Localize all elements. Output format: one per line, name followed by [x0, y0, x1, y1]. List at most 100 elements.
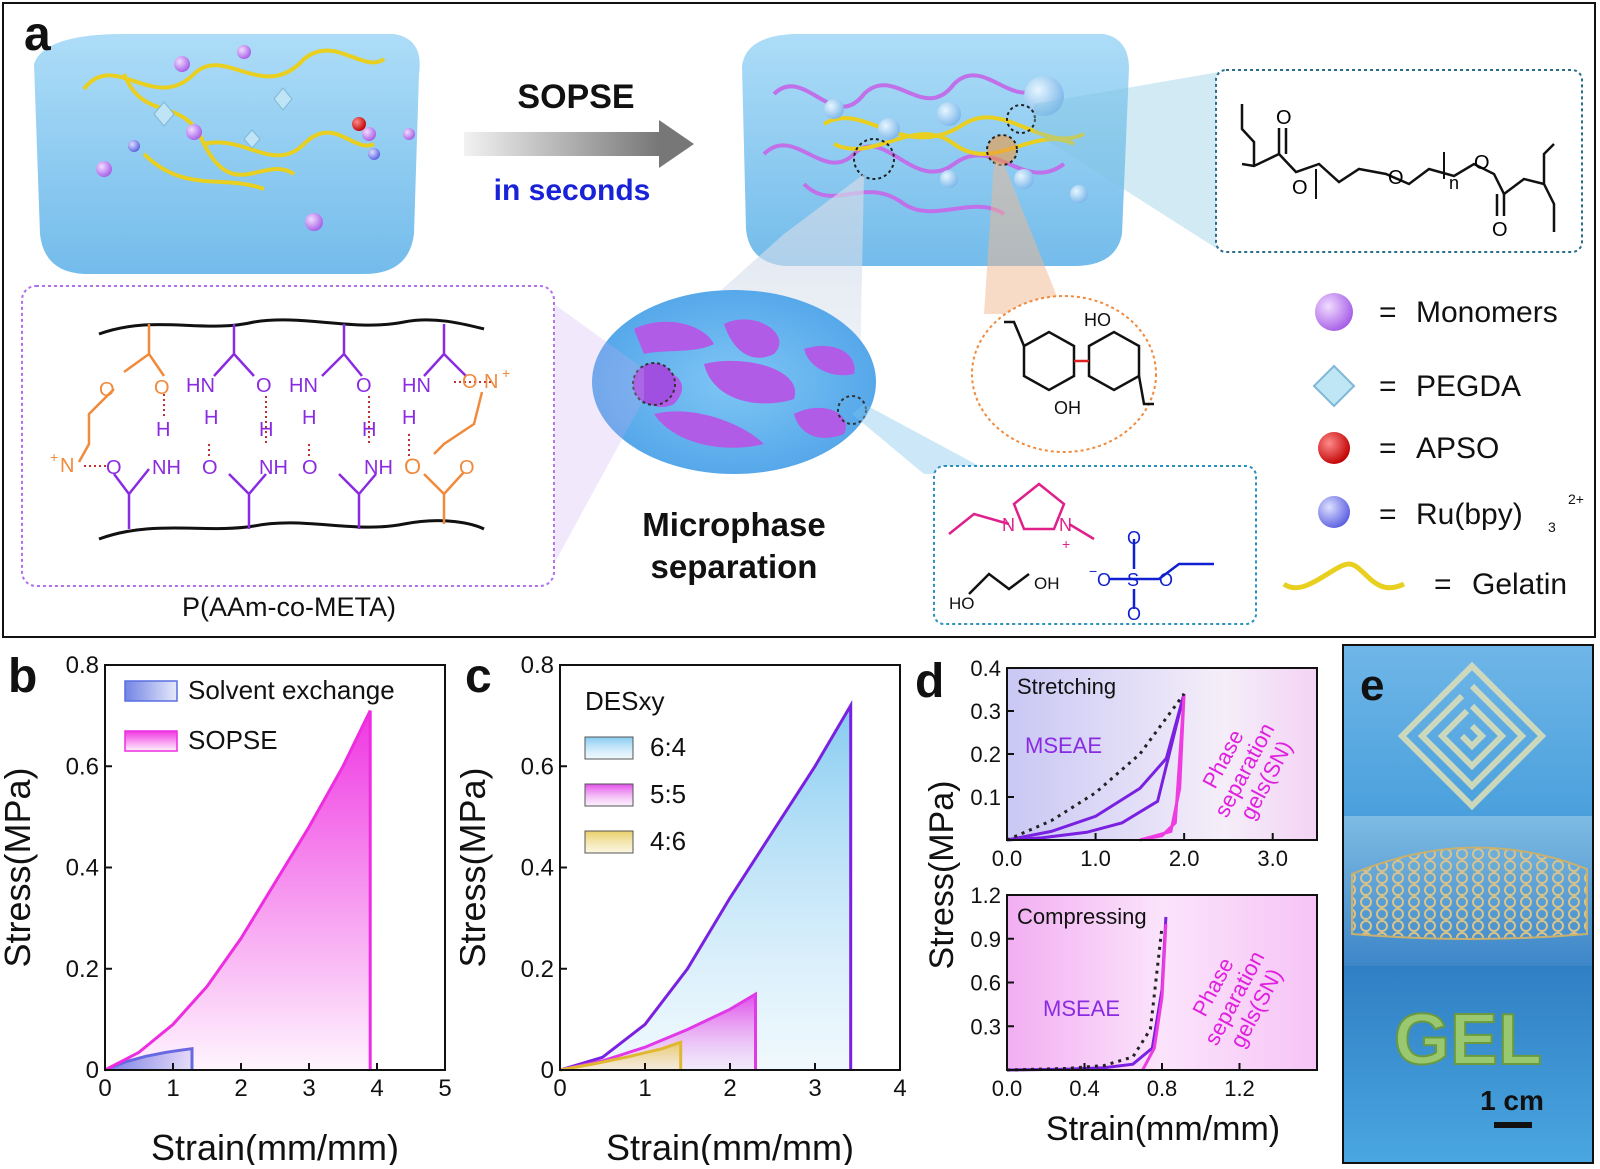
x-tick-label-c: 0: [553, 1075, 566, 1102]
x-tick-label-d_bottom: 1.2: [1224, 1076, 1255, 1101]
chem-plus-right: +: [502, 365, 510, 381]
chem-nh-3: NH: [364, 457, 393, 479]
area-c-1: [560, 994, 756, 1070]
series-line-d_top-3: [1006, 692, 1186, 842]
arrow-label-seconds: in seconds: [494, 174, 651, 207]
sulfate-minus: −: [1089, 563, 1097, 579]
x-axis-label-b: Strain(mm/mm): [151, 1127, 399, 1165]
sopse-arrow: [464, 120, 694, 168]
gel-block-before: [34, 34, 420, 274]
x-tick-label-d_bottom: 0.0: [992, 1076, 1023, 1101]
y-tick-label-c: 0: [541, 1057, 554, 1084]
series-line-d_bottom-2: [1006, 926, 1164, 1072]
coupled-phenol-oval: HO OH: [971, 295, 1157, 453]
ionic-n2: N: [1059, 515, 1072, 535]
label-mseae-top: MSEAE: [1025, 733, 1102, 758]
d-ylabel: Stress(MPa): [923, 781, 961, 970]
title-compressing: Compressing: [1017, 904, 1147, 929]
y-tick-label-d_top: 0.2: [970, 742, 1001, 767]
ionic-n1: N: [1002, 515, 1015, 535]
chem-o-10: O: [459, 457, 475, 479]
phenol-ho: HO: [1084, 310, 1111, 330]
chem-h-3: H: [402, 407, 416, 429]
chem-hn-1: HN: [186, 375, 215, 397]
legend-swatch-4-6: [584, 830, 634, 854]
y-tick-label-d_bottom: 0.6: [970, 971, 1001, 996]
panel-label-a: a: [24, 8, 51, 61]
x-tick-label-c: 4: [893, 1075, 906, 1102]
sulfate-s: S: [1127, 570, 1139, 590]
ru-bpy-icon: [1318, 496, 1350, 528]
legend-eq-monomers: =: [1379, 296, 1397, 329]
x-tick-label-b: 1: [166, 1075, 179, 1102]
panel-a: O O O n O O SOPSE in seconds a: [2, 2, 1596, 638]
chem-o-9: O: [404, 454, 421, 479]
x-tick-label-c: 2: [723, 1075, 736, 1102]
gelatin-icon: [1282, 561, 1406, 591]
monomer-icon: [1315, 293, 1353, 331]
legend-6-4: 6:4: [650, 732, 686, 762]
legend-ru-sup: 2+: [1568, 491, 1584, 507]
glycol-ho: HO: [949, 594, 975, 613]
legend-ru: Ru(bpy): [1416, 498, 1523, 531]
d-xlabel: Strain(mm/mm): [1046, 1110, 1280, 1148]
sulfate-o-left: O: [1097, 570, 1111, 590]
lattice-print: [1351, 846, 1588, 940]
microphase-label-1: Microphase: [642, 506, 825, 543]
x-tick-label-c: 1: [638, 1075, 651, 1102]
area-c-2: [560, 1042, 681, 1070]
y-tick-label-d_top: 0.1: [970, 785, 1001, 810]
legend-ru-sub: 3: [1548, 519, 1556, 535]
pegda-n: n: [1449, 173, 1459, 193]
chem-n-plus-left: N: [60, 455, 74, 477]
chem-o-7: O: [202, 457, 218, 479]
legend-pegda: PEGDA: [1416, 370, 1521, 403]
legend-gelatin: Gelatin: [1472, 568, 1567, 601]
x-tick-label-c: 3: [808, 1075, 821, 1102]
chem-o-3: O: [256, 375, 272, 397]
pegda-icon: [1312, 364, 1356, 408]
gel-letters: GEL: [1393, 999, 1543, 1081]
series-line-c-2: [559, 1040, 683, 1072]
x-tick-label-b: 4: [370, 1075, 383, 1102]
y-tick-label-b: 0.8: [66, 652, 99, 679]
panel-c-chart: c 0 1 2 3 4 0 0.2 0.4 0.6 0.8 Strain(mm/mm) Stress(…: [460, 650, 907, 1165]
y-tick-label-b: 0: [86, 1057, 99, 1084]
chem-nh-1: NH: [152, 457, 181, 479]
area-b-1: [105, 710, 371, 1070]
y-tick-label-c: 0.4: [521, 855, 554, 882]
chem-o-6: O: [106, 457, 122, 479]
legend-eq-gelatin: =: [1434, 568, 1452, 601]
series-line-b-1: [104, 709, 372, 1072]
legend-sopse: SOPSE: [188, 725, 278, 755]
sulfate-o-top: O: [1127, 528, 1141, 548]
legend-monomers: Monomers: [1416, 296, 1558, 329]
legend-swatch-5-5: [584, 783, 634, 807]
chem-h-2: H: [302, 407, 316, 429]
legend-swatch-sopse: [124, 730, 178, 752]
y-tick-label-b: 0.6: [66, 753, 99, 780]
legend-4-6: 4:6: [650, 826, 686, 856]
panel-label-d: d: [915, 655, 944, 708]
scale-bar: [1494, 1122, 1532, 1128]
x-axis-label-c: Strain(mm/mm): [606, 1127, 854, 1165]
legend-apso: APSO: [1416, 432, 1499, 465]
legend-title-desxy: DESxy: [585, 686, 664, 716]
microphase-oval: [592, 290, 876, 474]
chem-h-6: H: [362, 419, 376, 441]
pegda-o-bottom: O: [1492, 219, 1508, 241]
panel-label-b: b: [8, 650, 37, 703]
glycol-oh: OH: [1034, 574, 1060, 593]
title-stretching: Stretching: [1017, 674, 1116, 699]
x-tick-label-d_top: 2.0: [1169, 846, 1200, 871]
panel-b-chart: b 0 1 2 3 4 5 0 0.2 0.4 0.6 0.8 Strain(mm/mm) Stress…: [0, 650, 452, 1165]
y-tick-label-d_bottom: 0.3: [970, 1014, 1001, 1039]
y-tick-label-b: 0.4: [66, 855, 99, 882]
beam-pegda: [1034, 72, 1219, 250]
chem-hn-3: HN: [402, 375, 431, 397]
y-tick-label-c: 0.6: [521, 753, 554, 780]
gel-text: GEL: [1394, 1000, 1542, 1080]
chem-o-2: O: [99, 379, 115, 401]
sulfate-o-right: O: [1159, 570, 1173, 590]
beam-polymer: [554, 304, 644, 564]
